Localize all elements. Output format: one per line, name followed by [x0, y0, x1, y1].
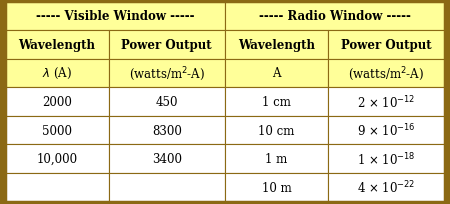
Bar: [5, 88, 108, 116]
Text: (watts/m$^2$-A): (watts/m$^2$-A): [348, 65, 424, 82]
Bar: [5, 145, 108, 173]
Bar: [328, 173, 445, 202]
Text: 2000: 2000: [42, 95, 72, 109]
Bar: [225, 116, 328, 145]
Bar: [5, 116, 108, 145]
Text: Wavelength: Wavelength: [238, 39, 315, 52]
Bar: [5, 59, 108, 88]
Text: (watts/m$^2$-A): (watts/m$^2$-A): [129, 65, 205, 82]
Bar: [328, 31, 445, 59]
Text: Power Output: Power Output: [341, 39, 432, 52]
Bar: [108, 59, 225, 88]
Bar: [225, 88, 328, 116]
Text: Power Output: Power Output: [122, 39, 212, 52]
Bar: [225, 2, 445, 31]
Text: 10 m: 10 m: [262, 181, 292, 194]
Bar: [5, 2, 225, 31]
Bar: [108, 173, 225, 202]
Text: 1 cm: 1 cm: [262, 95, 291, 109]
Text: 2 $\times$ 10$^{-12}$: 2 $\times$ 10$^{-12}$: [357, 94, 416, 110]
Text: 4 $\times$ 10$^{-22}$: 4 $\times$ 10$^{-22}$: [357, 179, 416, 196]
Bar: [328, 116, 445, 145]
Bar: [225, 145, 328, 173]
Bar: [328, 88, 445, 116]
Bar: [5, 31, 108, 59]
Bar: [225, 173, 328, 202]
Bar: [225, 31, 328, 59]
Bar: [108, 88, 225, 116]
Text: 9 $\times$ 10$^{-16}$: 9 $\times$ 10$^{-16}$: [357, 122, 416, 139]
Bar: [108, 145, 225, 173]
Text: Wavelength: Wavelength: [18, 39, 95, 52]
Text: 1 m: 1 m: [266, 152, 288, 165]
Bar: [328, 59, 445, 88]
Text: 3400: 3400: [152, 152, 182, 165]
Text: 450: 450: [156, 95, 178, 109]
Text: 8300: 8300: [152, 124, 182, 137]
Text: ----- Visible Window -----: ----- Visible Window -----: [36, 10, 194, 23]
Text: 10 cm: 10 cm: [258, 124, 295, 137]
Text: 1 $\times$ 10$^{-18}$: 1 $\times$ 10$^{-18}$: [357, 151, 416, 167]
Bar: [225, 59, 328, 88]
Bar: [108, 31, 225, 59]
Bar: [5, 173, 108, 202]
Text: 5000: 5000: [42, 124, 72, 137]
Text: 10,000: 10,000: [36, 152, 77, 165]
Text: A: A: [272, 67, 281, 80]
Bar: [108, 116, 225, 145]
Bar: [328, 145, 445, 173]
Text: ----- Radio Window -----: ----- Radio Window -----: [259, 10, 411, 23]
Text: $\lambda$ (A): $\lambda$ (A): [42, 66, 72, 81]
